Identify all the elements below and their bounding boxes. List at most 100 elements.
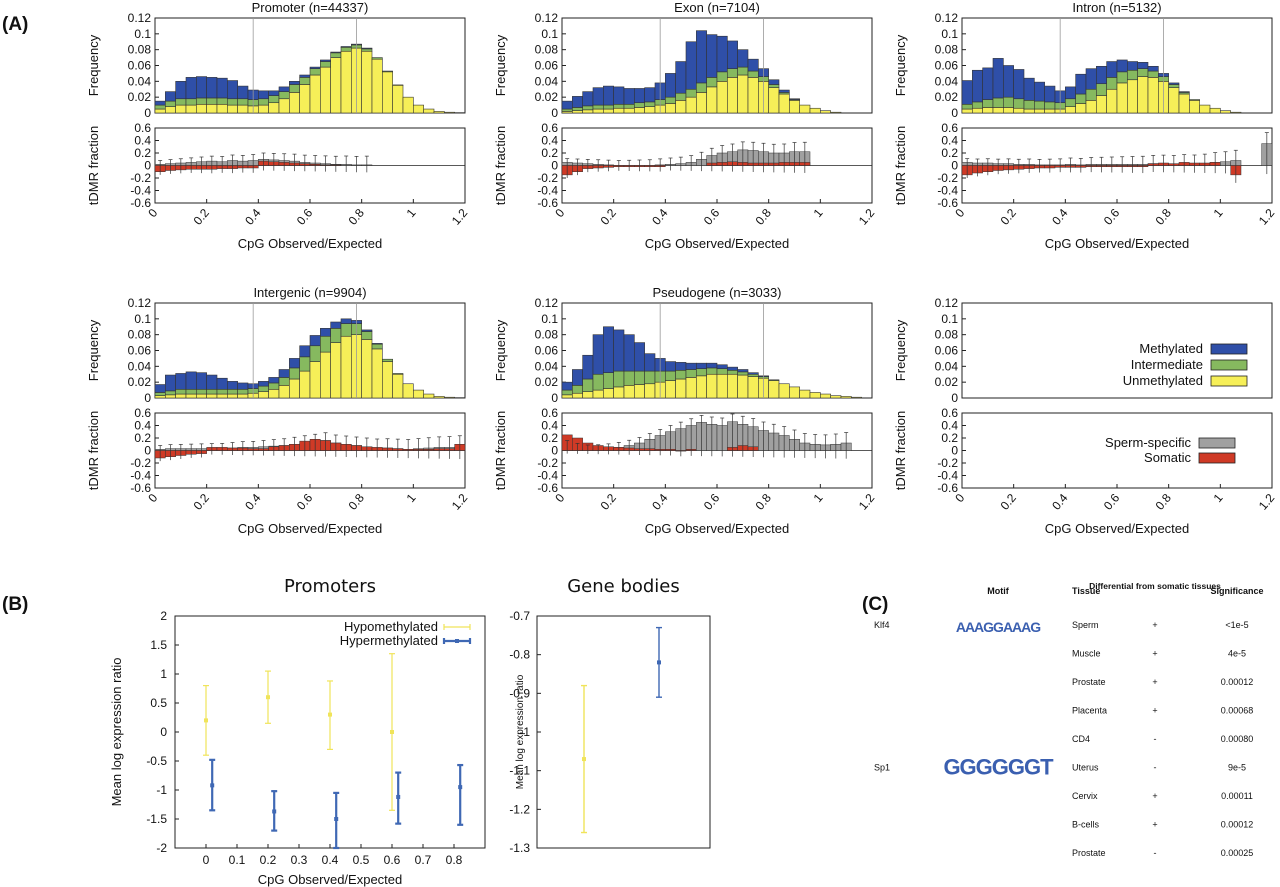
bar-intermediate (165, 100, 176, 107)
bar-methylated (330, 51, 342, 54)
bar-methylated (278, 369, 290, 378)
bar-unmethylated (789, 386, 800, 399)
bar-unmethylated (696, 92, 707, 114)
y-axis-label: Frequency (86, 319, 101, 381)
legend-label-sperm_specific: Sperm-specific (1105, 435, 1191, 450)
tdmr-axis-label: tDMR fraction (493, 126, 508, 205)
legend-swatch-somatic (1198, 452, 1236, 464)
bar-unmethylated (1075, 103, 1087, 114)
tdmr-plot-frame (961, 412, 1273, 489)
tdmr-tick-label: -0.4 (130, 184, 151, 198)
bar-methylated (592, 334, 604, 375)
bar-unmethylated (961, 108, 973, 114)
bar-methylated (644, 87, 656, 103)
bar-methylated (582, 91, 594, 107)
motif-name: Klf4 (874, 620, 890, 630)
bar-unmethylated (154, 395, 166, 399)
bar-methylated (340, 318, 352, 324)
bar-methylated (237, 382, 249, 390)
tdmr-tick-label: -0.4 (937, 184, 958, 198)
bar-unmethylated (392, 84, 404, 114)
bar-unmethylated (196, 393, 207, 399)
x-axis-label: CpG Observed/Expected (645, 521, 790, 536)
bar-unmethylated (175, 393, 187, 399)
bar-intermediate (320, 61, 331, 68)
panel-label-c: (C) (862, 594, 888, 615)
y-tick-label: 0.06 (535, 344, 559, 358)
bar-unmethylated (309, 361, 321, 399)
bar-methylated (747, 372, 759, 375)
tdmr-axis-label: tDMR fraction (493, 411, 508, 490)
bar-intermediate (392, 373, 404, 375)
bar-unmethylated (665, 103, 676, 114)
x-tick-label: 0.4 (1049, 206, 1071, 228)
bar-intermediate (258, 385, 269, 392)
tdmr-axis-label: tDMR fraction (86, 411, 101, 490)
bar-intermediate (582, 378, 594, 392)
chart-title: Intergenic (n=9904) (253, 285, 366, 300)
chart-gene-bodies: Gene bodies -0.7 -0.8 -0.9 -1 -1.1 -1.2 -1.3 Mea… (509, 576, 711, 855)
bar-methylated (1106, 61, 1118, 78)
bar-intermediate (1085, 88, 1097, 101)
bar-intermediate (572, 107, 583, 111)
x-tick-label: 0.6 (294, 206, 316, 228)
bar-unmethylated (402, 96, 414, 114)
y-tick-label: 0.06 (128, 344, 152, 358)
bar-unmethylated (371, 58, 383, 114)
bar-intermediate (289, 367, 300, 380)
bar-unmethylated (644, 383, 656, 399)
bar-methylated (1137, 62, 1149, 69)
panel-label-b: (B) (2, 594, 28, 615)
x-tick-label: 0 (552, 491, 567, 505)
x-axis-label: CpG Observed/Expected (1045, 521, 1190, 536)
y-axis-label: Mean log expression ratio (109, 658, 124, 807)
bar-intermediate (582, 105, 594, 111)
y-axis-label: Frequency (893, 319, 908, 381)
tdmr-tick-label: -0.2 (537, 171, 558, 185)
bar-methylated (675, 61, 687, 94)
cell-tissue: Uterus (1072, 763, 1099, 773)
legend-swatch-methylated (1210, 343, 1248, 355)
cell-differential: + (1152, 649, 1157, 659)
bar-unmethylated (634, 107, 645, 114)
cell-significance: 0.00080 (1221, 734, 1254, 744)
bar-methylated (268, 90, 280, 96)
data-point-hypo (582, 757, 586, 762)
x-tick-label: 0.2 (598, 491, 620, 513)
bar-unmethylated (716, 81, 728, 114)
x-tick-label: 0.2 (191, 206, 213, 228)
bar-methylated (1116, 59, 1128, 73)
y-tick-label: 0 (551, 391, 558, 405)
y-tick-label: 0.04 (535, 74, 559, 88)
y-tick-label: 0.04 (128, 359, 152, 373)
bar-methylated (1168, 82, 1180, 85)
bar-unmethylated (747, 376, 759, 399)
bar-unmethylated (716, 373, 728, 399)
bar-intermediate (330, 52, 342, 58)
x-tick-label: 0.6 (701, 491, 723, 513)
x-axis-label: CpG Observed/Expected (238, 236, 383, 251)
cell-tissue: Sperm (1072, 620, 1099, 630)
y-tick-label: 0.12 (935, 296, 959, 310)
bar-unmethylated (330, 57, 342, 114)
bar-unmethylated (592, 389, 604, 399)
tdmr-tick-label: -0.2 (937, 456, 958, 470)
bar-unmethylated (258, 104, 269, 114)
tdmr-tick-label: -0.4 (937, 469, 958, 483)
bar-methylated (737, 49, 749, 68)
chart-intergenic: Intergenic (n=9904) 0.12 0.1 0.08 0.060.04 0.… (86, 285, 471, 536)
bar-unmethylated (840, 396, 852, 399)
bar-methylated (227, 80, 238, 100)
bar-intermediate (603, 372, 614, 389)
bar-intermediate (747, 373, 759, 377)
bar-methylated (561, 381, 573, 391)
bar-unmethylated (665, 380, 676, 399)
tdmr-tick-label: -0.6 (130, 481, 151, 495)
tdmr-tick-label: 0.6 (941, 406, 958, 420)
x-axis-label: CpG Observed/Expected (238, 521, 383, 536)
data-point-hypo (204, 718, 208, 723)
bar-unmethylated (768, 87, 780, 114)
bar-unmethylated (320, 66, 331, 114)
bar-methylated (613, 329, 625, 372)
